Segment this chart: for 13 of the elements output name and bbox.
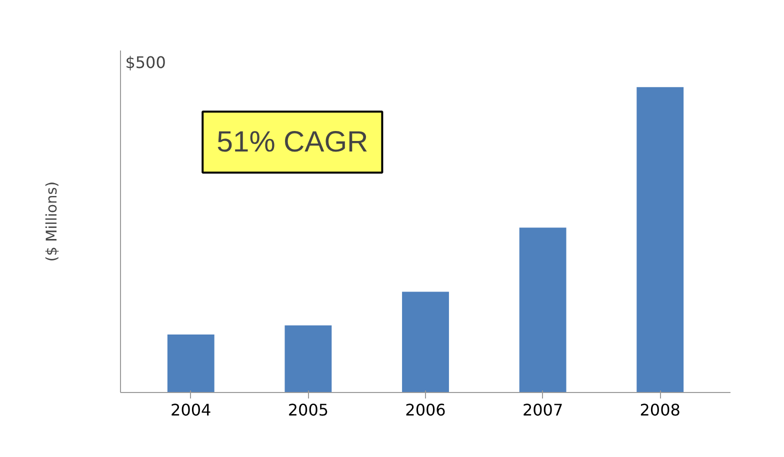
x-tick-label: 2006	[405, 400, 446, 420]
bar	[284, 325, 332, 392]
x-tick-label: 2008	[640, 400, 680, 420]
bar	[519, 228, 566, 392]
annotation: 51% CAGR	[216, 126, 368, 159]
x-tick-label: 2007	[522, 400, 564, 420]
bar	[636, 87, 684, 392]
x-tick-label: 2005	[288, 400, 329, 420]
y-axis-title: ($ Millions)	[44, 181, 60, 262]
x-tick-label: 2004	[170, 400, 212, 420]
bar	[402, 292, 449, 392]
bar	[167, 334, 214, 392]
text: $500	[125, 53, 166, 72]
